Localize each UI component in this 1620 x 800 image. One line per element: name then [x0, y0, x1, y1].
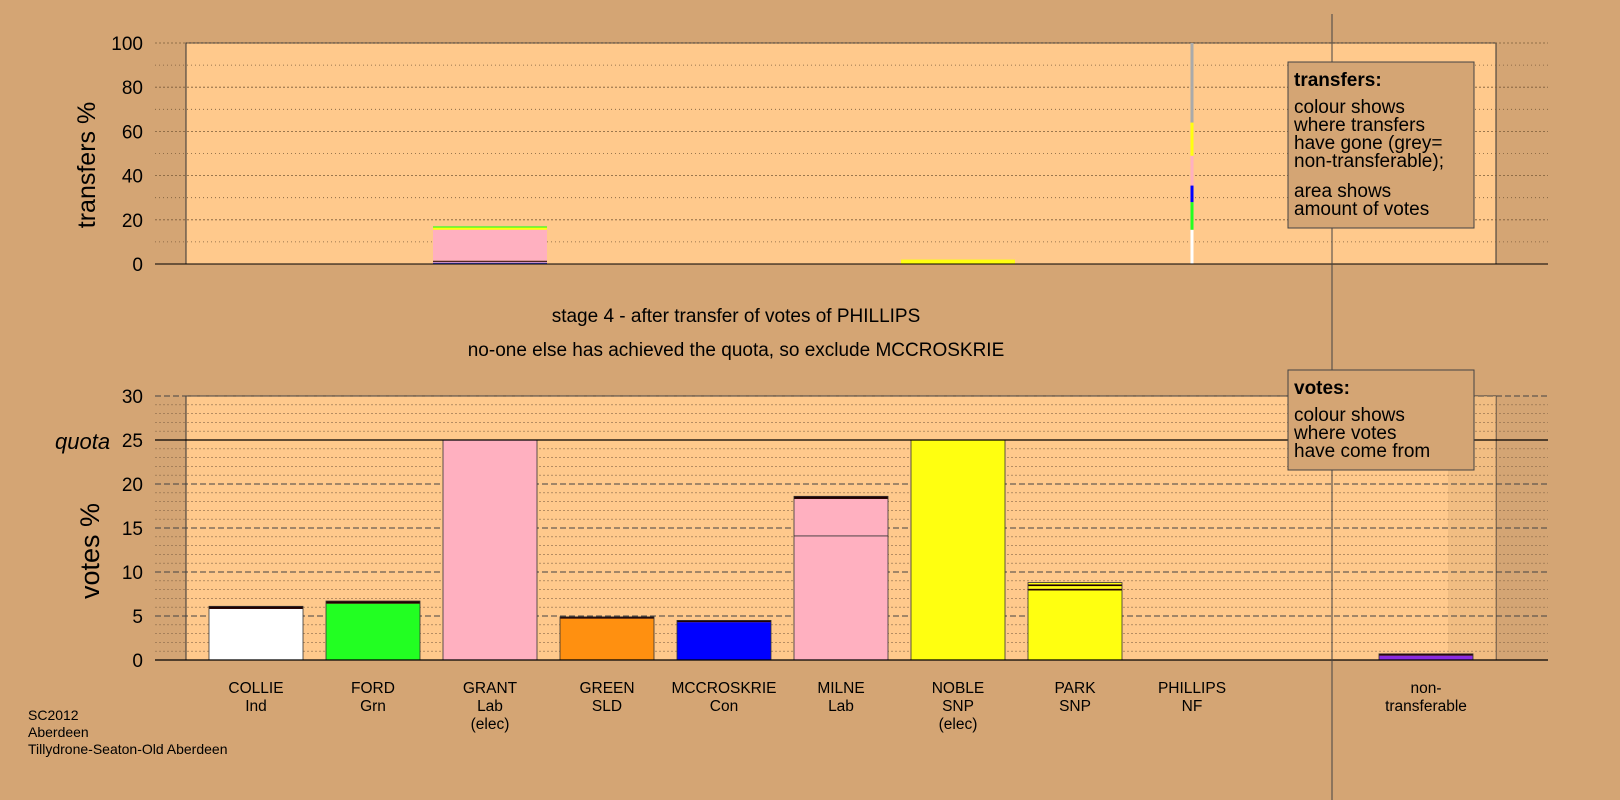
transfers-legend-line: colour shows — [1294, 97, 1405, 118]
vote-bar-segment — [443, 440, 537, 660]
transfers-legend-line: amount of votes — [1294, 199, 1429, 220]
candidate-label: Lab — [828, 698, 854, 715]
candidate-label: NOBLE — [932, 680, 985, 697]
transfers-y-tick-label: 0 — [132, 255, 143, 276]
transfers-y-tick-label: 100 — [111, 34, 143, 55]
vote-bar-segment — [560, 618, 654, 660]
transfer-column-segment — [1190, 202, 1194, 230]
vote-bar-segment — [1379, 653, 1473, 656]
candidate-label: Lab — [477, 698, 503, 715]
transfers-bars — [433, 43, 1194, 264]
transfers-panel — [185, 42, 1497, 265]
votes-legend-heading: votes: — [1294, 378, 1350, 399]
candidate-label: SNP — [942, 698, 974, 715]
transfer-column-segment — [1190, 185, 1194, 203]
votes-y-tick-label: 30 — [122, 387, 143, 408]
vote-bar-segment — [1028, 582, 1122, 585]
transfers-y-axis-label: transfers % — [73, 102, 101, 228]
candidate-label: (elec) — [939, 716, 978, 733]
votes-y-tick-label: 15 — [122, 519, 143, 540]
candidate-label: MILNE — [817, 680, 864, 697]
transfer-bar-segment — [433, 226, 547, 228]
votes-y-tick-label: 25 — [122, 431, 143, 452]
footer-line: SC2012 — [28, 707, 79, 723]
transfer-column-segment — [1190, 229, 1194, 264]
vote-bar-segment — [794, 498, 888, 536]
quota-label: quota — [55, 429, 110, 454]
transfer-bar-segment — [433, 227, 547, 230]
candidate-label: GRANT — [463, 680, 518, 697]
vote-bar-segment — [1379, 655, 1473, 660]
candidate-label: GREEN — [579, 680, 634, 697]
transfers-legend-line: non-transferable); — [1294, 151, 1444, 172]
candidate-label: PARK — [1054, 680, 1096, 697]
candidate-label: Ind — [245, 698, 267, 715]
candidate-label: Con — [710, 698, 738, 715]
footer-line: Tillydrone-Seaton-Old Aberdeen — [28, 741, 228, 757]
transfers-y-tick-label: 80 — [122, 78, 143, 99]
transfers-legend-box — [1287, 61, 1475, 229]
transfers-y-tick-label: 40 — [122, 167, 143, 188]
transfer-column-segment — [1190, 122, 1194, 156]
transfers-legend-line: area shows — [1294, 181, 1391, 202]
vote-bar-segment — [560, 616, 654, 619]
votes-bars — [208, 439, 1474, 661]
vote-bar-segment — [1028, 586, 1122, 589]
transfer-bar-segment — [901, 259, 1015, 264]
candidate-label: non- — [1410, 680, 1441, 697]
vote-bar-segment — [1028, 590, 1122, 660]
vote-bar-segment — [1028, 584, 1122, 587]
vote-bar-segment — [794, 535, 888, 660]
vote-bar-segment — [209, 606, 303, 609]
vote-bar-segment — [677, 622, 771, 660]
votes-legend: votes: colour shows where votes have com… — [1287, 369, 1475, 471]
vote-bar-segment — [911, 440, 1005, 660]
votes-legend-line: colour shows — [1294, 405, 1405, 426]
transfer-column-segment — [1190, 155, 1194, 186]
candidate-label: PHILLIPS — [1158, 680, 1226, 697]
transfer-bar-segment — [433, 261, 547, 263]
chart-title: stage 4 - after transfer of votes of PHI… — [552, 306, 921, 327]
vote-bar-segment — [1028, 588, 1122, 591]
candidate-label: Grn — [360, 698, 386, 715]
vote-bar-segment — [326, 601, 420, 604]
vote-bar-segment — [326, 603, 420, 660]
transfers-legend-line: have gone (grey= — [1294, 133, 1442, 154]
transfers-legend: transfers: colour shows where transfers … — [1287, 61, 1475, 229]
votes-y-tick-label: 0 — [132, 651, 143, 672]
candidate-label: NF — [1182, 698, 1203, 715]
candidate-label: MCCROSKRIE — [671, 680, 776, 697]
candidate-label: FORD — [351, 680, 395, 697]
chart-subtitle: no-one else has achieved the quota, so e… — [468, 340, 1005, 361]
votes-legend-box — [1287, 369, 1475, 471]
votes-y-tick-label: 5 — [132, 607, 143, 628]
transfers-legend-heading: transfers: — [1294, 70, 1382, 91]
vote-bar-segment — [794, 496, 888, 499]
transfer-bar-segment — [433, 260, 547, 262]
candidate-label: SLD — [592, 698, 622, 715]
votes-y-tick-label: 10 — [122, 563, 143, 584]
transfers-y-tick-label: 60 — [122, 122, 143, 143]
transfer-bar-segment — [433, 229, 547, 261]
votes-y-axis-label: votes % — [75, 503, 105, 599]
footer-line: Aberdeen — [28, 724, 89, 740]
votes-y-tick-label: 20 — [122, 475, 143, 496]
vote-bar-segment — [209, 608, 303, 660]
candidate-label: COLLIE — [228, 680, 283, 697]
votes-legend-line: where votes — [1293, 423, 1396, 444]
transfers-legend-line: where transfers — [1293, 115, 1425, 136]
candidate-label: SNP — [1059, 698, 1091, 715]
transfers-y-tick-label: 20 — [122, 211, 143, 232]
candidate-label: transferable — [1385, 698, 1467, 715]
transfer-bar-segment — [433, 262, 547, 264]
vote-bar-segment — [677, 620, 771, 623]
transfer-column-segment — [1190, 43, 1194, 123]
votes-legend-line: have come from — [1294, 441, 1430, 462]
candidate-label: (elec) — [471, 716, 510, 733]
